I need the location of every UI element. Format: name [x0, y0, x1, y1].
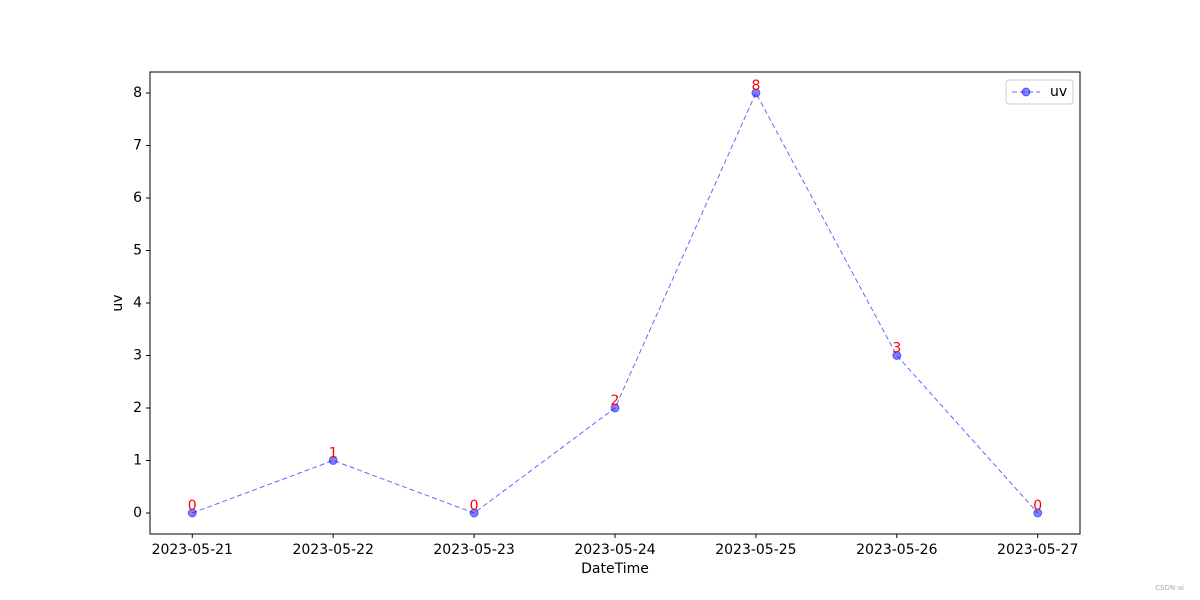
watermark: CSDN-ai	[1155, 584, 1184, 592]
data-label: 0	[188, 498, 197, 514]
series-line	[192, 91, 1039, 514]
y-axis-label: uv	[110, 294, 126, 311]
data-label: 2	[611, 393, 620, 409]
y-tick-label: 6	[133, 190, 142, 206]
data-label: 0	[470, 498, 479, 514]
x-tick-label: 2023-05-21	[152, 542, 233, 558]
x-tick-label: 2023-05-22	[292, 542, 373, 558]
legend-label: uv	[1050, 84, 1067, 100]
data-label: 8	[751, 78, 760, 94]
legend-marker	[1021, 87, 1031, 97]
x-axis-label: DateTime	[581, 561, 649, 577]
data-point	[187, 508, 197, 518]
data-label: 0	[1033, 498, 1042, 514]
y-tick-label: 4	[133, 295, 142, 311]
y-tick-label: 0	[133, 505, 142, 521]
x-tick-label: 2023-05-24	[574, 542, 655, 558]
y-tick-label: 2	[133, 400, 142, 416]
x-tick-label: 2023-05-27	[997, 542, 1078, 558]
data-point	[469, 508, 479, 518]
y-tick-label: 8	[133, 85, 142, 101]
data-point	[892, 351, 902, 360]
data-point	[610, 403, 620, 413]
x-tick-label: 2023-05-25	[715, 542, 796, 558]
y-tick-label: 5	[133, 243, 142, 259]
plot-frame	[149, 71, 1081, 535]
y-tick-label: 3	[133, 348, 142, 364]
data-point	[328, 456, 338, 465]
data-point	[751, 88, 761, 98]
y-tick-label: 1	[133, 453, 142, 469]
x-tick-label: 2023-05-23	[433, 542, 514, 558]
data-point	[1033, 508, 1043, 518]
data-label: 3	[892, 341, 901, 357]
x-tick-label: 2023-05-26	[856, 542, 937, 558]
y-tick-label: 7	[133, 138, 142, 154]
data-label: 1	[329, 446, 338, 462]
